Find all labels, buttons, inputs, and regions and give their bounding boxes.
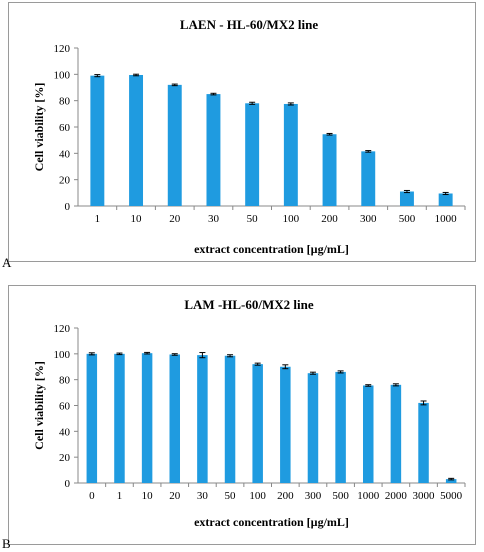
- chart-b-bar-20: [169, 354, 181, 483]
- chart-a-x-tick-label: 20: [169, 213, 181, 225]
- chart-a-x-tick-label: 300: [360, 213, 377, 225]
- chart-b-svg: LAM -HL-60/MX2 line 0 20 40 60 80 100 120 0 1 10 20…: [32, 297, 466, 529]
- chart-b-x-tick-label: 10: [142, 490, 154, 502]
- chart-a-bar-500: [399, 191, 414, 206]
- chart-b-x-tick-label: 0: [89, 490, 95, 502]
- chart-a-svg: LAEN - HL-60/MX2 line 0 20 40 60 80 100 120 1 10 2…: [32, 17, 466, 256]
- chart-b-x-tick-label: 30: [197, 490, 209, 502]
- chart-b-y-tick-label: 40: [59, 426, 71, 438]
- chart-b-x-tick-label: 100: [249, 490, 266, 502]
- chart-b-bar-3000: [418, 402, 429, 483]
- chart-b-y-tick-label: 100: [54, 349, 71, 361]
- chart-a-x-tick-label: 50: [247, 213, 259, 225]
- chart-b-y-axis-title: Cell viability [%]: [32, 361, 46, 450]
- chart-a-bar-20: [167, 84, 182, 206]
- chart-b-y-tick-label: 80: [59, 375, 71, 387]
- chart-b-x-tick-label: 500: [332, 490, 349, 502]
- chart-b-y-tick-label: 20: [59, 452, 71, 464]
- chart-b-y-tick-label: 0: [65, 478, 71, 490]
- chart-a-title: LAEN - HL-60/MX2 line: [180, 17, 319, 32]
- chart-a-bar-1000: [438, 193, 453, 206]
- chart-a-bar-100: [283, 103, 298, 206]
- chart-a-x-tick-label: 1: [95, 213, 101, 225]
- chart-a-bar-30: [206, 94, 221, 206]
- chart-a-x-axis-title: extract concentration [µg/mL]: [194, 242, 349, 256]
- chart-b-y-tick-label: 60: [59, 401, 71, 413]
- chart-panel-b: LAM -HL-60/MX2 line 0 20 40 60 80 100 120 0 1 10 20…: [8, 285, 476, 545]
- chart-b-x-axis-title: extract concentration [µg/mL]: [194, 515, 349, 529]
- chart-b-bar-10: [141, 353, 153, 483]
- chart-b-x-tick-label: 300: [305, 490, 322, 502]
- chart-b-title: LAM -HL-60/MX2 line: [184, 297, 313, 312]
- chart-b-y-tick-label: 120: [54, 323, 71, 335]
- chart-a-x-tick-label: 100: [283, 213, 300, 225]
- chart-b-bar-1: [114, 353, 125, 483]
- chart-b-x-tick-label: 20: [169, 490, 181, 502]
- chart-b-bar-5000: [445, 479, 457, 483]
- chart-a-bar-200: [322, 134, 337, 206]
- chart-a-bar-300: [361, 151, 376, 206]
- chart-b-x-tick-label: 2000: [385, 490, 408, 502]
- chart-a-y-tick-label: 20: [59, 175, 71, 187]
- chart-b-x-tick-label: 5000: [440, 490, 463, 502]
- chart-b-x-tick-label: 1: [117, 490, 123, 502]
- chart-a-bar-50: [245, 103, 260, 206]
- chart-b-bar-2000: [390, 384, 402, 483]
- chart-b-bar-500: [335, 371, 346, 483]
- chart-a-y-tick-label: 60: [59, 122, 71, 134]
- chart-b-x-tick-label: 200: [277, 490, 294, 502]
- panel-letter-a: A: [2, 255, 12, 270]
- chart-a-x-tick-label: 200: [321, 213, 338, 225]
- chart-panel-a: LAEN - HL-60/MX2 line 0 20 40 60 80 100 120 1 10 2…: [8, 2, 476, 262]
- chart-b-bar-0: [86, 353, 98, 483]
- chart-b-bar-50: [224, 355, 236, 483]
- chart-b-bar-30: [197, 355, 208, 483]
- panel-letter-b: B: [2, 536, 11, 551]
- chart-a-x-tick-label: 500: [399, 213, 416, 225]
- chart-a-x-tick-label: 1000: [435, 213, 458, 225]
- chart-b-bar-1000: [362, 385, 374, 483]
- chart-a-y-tick-label: 80: [59, 96, 71, 108]
- chart-a-y-tick-label: 100: [54, 69, 71, 81]
- chart-b-bar-300: [307, 373, 319, 483]
- chart-b-x-tick-label: 3000: [413, 490, 436, 502]
- chart-a-bar-1: [90, 75, 105, 207]
- chart-b-bar-100: [252, 364, 263, 483]
- chart-b-bar-200: [280, 366, 291, 483]
- chart-a-y-tick-label: 120: [54, 43, 71, 55]
- chart-b-x-tick-label: 1000: [357, 490, 380, 502]
- chart-a-x-tick-label: 30: [208, 213, 220, 225]
- chart-a-y-tick-label: 40: [59, 148, 71, 160]
- chart-a-x-tick-label: 10: [131, 213, 143, 225]
- chart-b-x-tick-label: 50: [225, 490, 237, 502]
- chart-a-y-tick-label: 0: [65, 201, 71, 213]
- chart-a-bar-10: [129, 74, 144, 206]
- chart-a-y-axis-title: Cell viability [%]: [32, 83, 46, 172]
